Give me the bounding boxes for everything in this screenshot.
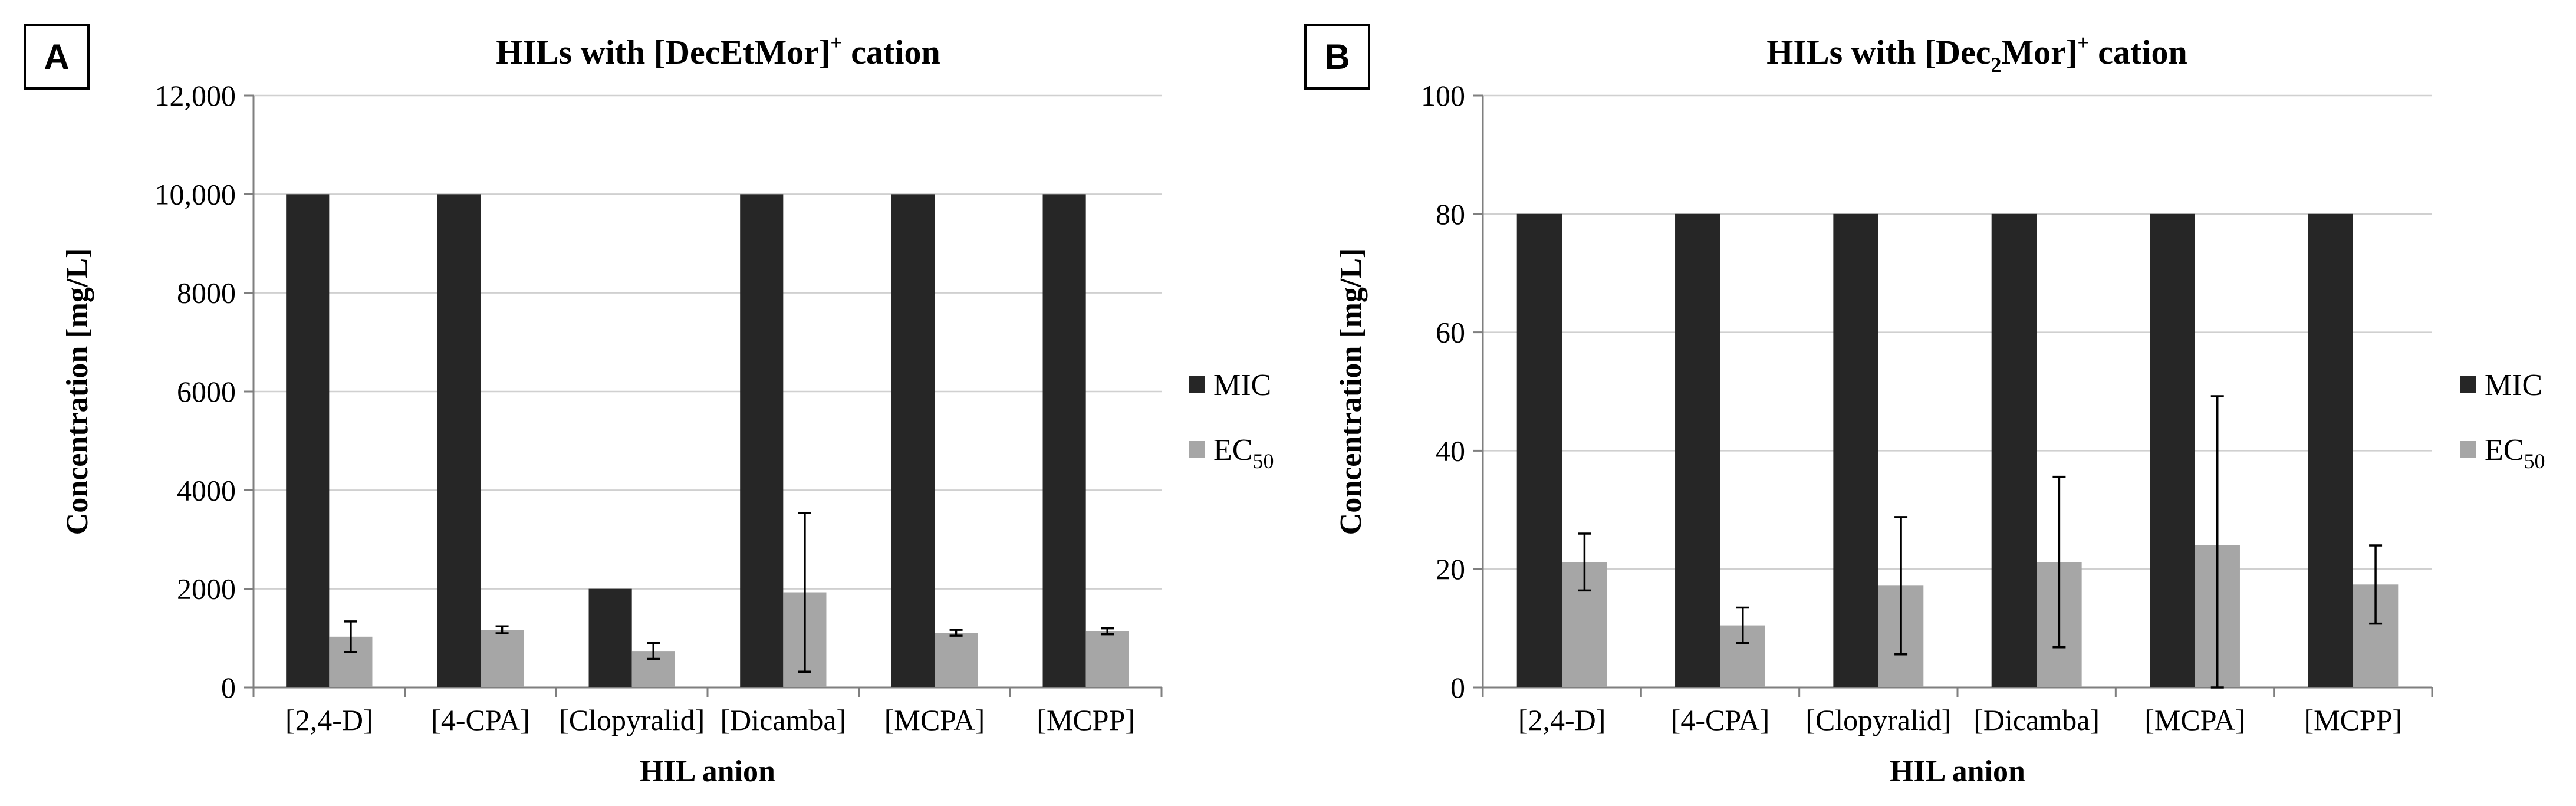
bar-ec50 <box>935 633 978 687</box>
panel-label-box <box>24 24 90 90</box>
panel-label-box <box>1304 24 1370 90</box>
legend-label-ec50: EC50 <box>1213 433 1274 473</box>
legend-swatch-ec50 <box>1189 441 1205 458</box>
x-tick-label: [MCPP] <box>2304 703 2402 736</box>
y-tick-label: 12,000 <box>155 79 236 112</box>
y-tick-label: 10,000 <box>155 177 236 210</box>
x-tick-label: [2,4-D] <box>1518 703 1606 736</box>
legend-swatch-mic <box>1189 376 1205 393</box>
chart-title-tail: cation <box>2090 33 2187 71</box>
bar-ec50 <box>1085 631 1129 687</box>
chart-title-tail: cation <box>843 33 940 71</box>
y-tick-label: 8000 <box>177 277 236 310</box>
y-axis-title: Concentration [mg/L] <box>1334 248 1368 535</box>
bar-mic <box>1042 194 1086 687</box>
y-tick-label: 60 <box>1436 316 1465 349</box>
panel-label: A <box>44 37 69 77</box>
chart-title-superscript: + <box>2077 31 2090 54</box>
bar-mic <box>2308 213 2353 687</box>
bar-mic <box>1833 213 1878 687</box>
y-axis-title: Concentration [mg/L] <box>61 248 94 535</box>
x-tick-label: [4-CPA] <box>1671 703 1770 736</box>
legend-label-subscript: 50 <box>2524 449 2545 473</box>
bar-mic <box>2150 213 2195 687</box>
x-tick-label: [Dicamba] <box>1973 703 2100 736</box>
y-tick-label: 20 <box>1436 552 1465 585</box>
legend-label-main: MIC <box>2485 369 2542 402</box>
chart-title: HILs with [Dec2Mor]+ cation <box>1766 31 2187 77</box>
chart-title-superscript: + <box>830 31 843 54</box>
y-tick-label: 40 <box>1436 434 1465 467</box>
legend-swatch-ec50 <box>2460 441 2476 458</box>
bar-mic <box>891 194 935 687</box>
chart-title-subscript: 2 <box>1991 53 2001 77</box>
chart-title-main2: Mor] <box>2001 33 2077 71</box>
legend-label-main: EC <box>1213 433 1252 467</box>
y-tick-label: 4000 <box>177 473 236 506</box>
bar-mic <box>1675 213 1720 687</box>
y-tick-label: 6000 <box>177 375 236 408</box>
x-tick-label: [MCPA] <box>884 703 985 736</box>
x-tick-label: [MCPP] <box>1037 703 1135 736</box>
y-tick-label: 100 <box>1421 79 1465 112</box>
chart-panel-b: B HILs with [Dec2Mor]+ cation 0 20 40 60 80 100… <box>1304 24 2545 788</box>
bar-mic <box>437 194 481 687</box>
bar-mic <box>286 194 330 687</box>
x-tick-label: [2,4-D] <box>285 703 373 736</box>
legend-label-mic: MIC <box>1213 369 1271 402</box>
legend-label-mic: MIC <box>2485 369 2542 402</box>
bar-ec50 <box>481 630 524 687</box>
panel-label: B <box>1324 37 1350 77</box>
legend-swatch-mic <box>2460 376 2476 393</box>
legend-label-main: EC <box>2485 433 2524 467</box>
x-axis-title: HIL anion <box>640 755 775 788</box>
chart-title-main: HILs with [DecEtMor] <box>496 33 830 71</box>
x-tick-label: [Dicamba] <box>720 703 846 736</box>
legend-label-main: MIC <box>1213 369 1271 402</box>
chart-panel-a: A HILs with [DecEtMor]+ cation 0 2000 4000 60… <box>24 24 1274 788</box>
y-tick-label: 80 <box>1436 198 1465 231</box>
y-tick-label: 0 <box>221 671 236 704</box>
x-tick-label: [Clopyralid] <box>1805 703 1951 736</box>
x-tick-label: [MCPA] <box>2144 703 2245 736</box>
y-tick-label: 2000 <box>177 573 236 606</box>
chart-title: HILs with [DecEtMor]+ cation <box>496 31 940 71</box>
y-tick-label: 0 <box>1450 671 1465 704</box>
x-axis-title: HIL anion <box>1890 755 2025 788</box>
bar-mic <box>588 588 632 687</box>
bar-mic <box>740 194 784 687</box>
legend-label-subscript: 50 <box>1252 449 1274 473</box>
x-tick-label: [4-CPA] <box>431 703 530 736</box>
chart-title-main: HILs with [Dec <box>1766 33 1991 71</box>
legend-label-ec50: EC50 <box>2485 433 2545 473</box>
bar-mic <box>1991 213 2037 687</box>
x-tick-label: [Clopyralid] <box>559 703 705 736</box>
bar-mic <box>1516 213 1562 687</box>
